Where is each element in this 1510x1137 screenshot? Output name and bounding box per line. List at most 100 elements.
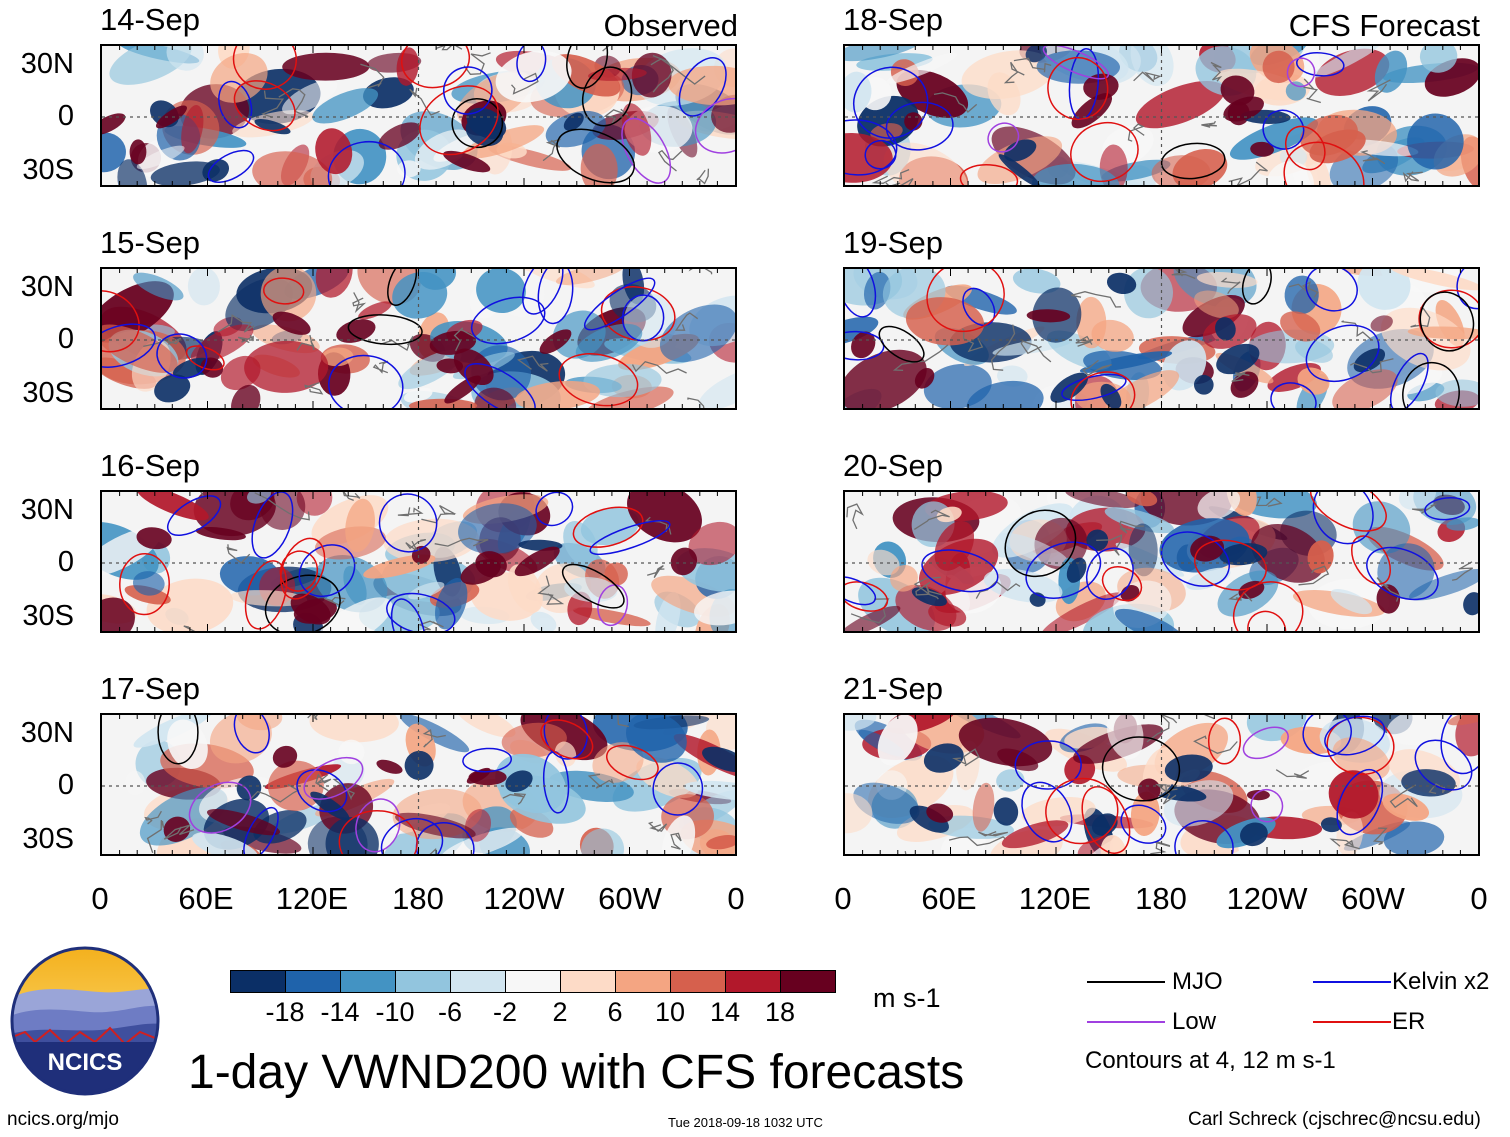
wave-contour <box>845 330 885 361</box>
wave-contour <box>1194 539 1267 591</box>
coastline <box>990 324 1016 371</box>
wave-contour <box>1070 121 1139 183</box>
wave-contour <box>516 46 547 83</box>
coastline <box>952 748 980 767</box>
wind-anomaly-blob <box>694 590 735 626</box>
lon-label-right-180: 180 <box>1135 881 1187 916</box>
wind-anomaly-blob <box>1328 770 1379 819</box>
wind-anomaly-blob <box>1106 715 1144 760</box>
wind-anomaly-blob <box>136 145 185 170</box>
wind-anomaly-blob <box>1332 369 1398 408</box>
map-panel-forecast-4 <box>843 713 1480 856</box>
wave-contour <box>1296 52 1345 77</box>
colorbar-cell <box>505 970 561 993</box>
wind-anomaly-blob <box>150 161 220 185</box>
observed-date-3: 16-Sep <box>100 448 200 483</box>
coastline <box>1329 838 1360 850</box>
footer-credit: Carl Schreck (cjschrec@ncsu.edu) <box>1188 1109 1481 1130</box>
wind-anomaly-blob <box>1251 523 1325 583</box>
wind-anomaly-blob <box>253 810 307 844</box>
wind-anomaly-blob <box>580 507 639 546</box>
wave-contour <box>1456 269 1478 310</box>
coastline <box>436 46 463 51</box>
coastline <box>434 537 489 547</box>
wind-anomaly-blob <box>845 46 923 62</box>
wind-anomaly-core <box>1137 778 1161 802</box>
wind-anomaly-blob <box>1012 269 1061 294</box>
coastline <box>1402 171 1423 183</box>
coastline <box>1288 281 1319 298</box>
lon-label-left-0: 0 <box>91 881 109 916</box>
wave-contour <box>878 325 925 363</box>
wind-anomaly-blob <box>1266 161 1314 185</box>
coastline <box>1075 335 1093 347</box>
coastline <box>1020 340 1052 363</box>
wind-anomaly-core <box>1216 343 1260 375</box>
wind-anomaly-blob <box>631 52 672 98</box>
colorbar-tick-label: -2 <box>492 997 517 1027</box>
coastline <box>652 54 674 93</box>
coastline <box>332 778 356 801</box>
wind-anomaly-blob <box>1393 366 1443 395</box>
wave-contour <box>1174 820 1234 854</box>
wave-contour <box>1270 382 1317 408</box>
wind-anomaly-core <box>1026 309 1071 323</box>
coastline <box>397 507 424 517</box>
wave-contour <box>597 584 629 627</box>
wave-contour <box>119 552 170 616</box>
map-field <box>845 269 1478 408</box>
wave-contour <box>338 810 418 854</box>
wave-contour <box>1309 492 1387 532</box>
wind-anomaly-blob <box>458 503 537 555</box>
wind-anomaly-blob <box>252 151 333 185</box>
wind-anomaly-blob <box>627 492 702 543</box>
coastline <box>1210 61 1223 82</box>
wind-anomaly-core <box>272 745 298 768</box>
lat-label-30s-row2: 30S <box>22 377 74 409</box>
coastline <box>1133 71 1162 83</box>
coastline <box>146 820 165 854</box>
wind-anomaly-blob <box>1041 592 1123 631</box>
wave-contour <box>233 715 270 754</box>
wave-contour <box>1366 546 1439 601</box>
coastline <box>1410 307 1431 328</box>
coastline <box>1376 577 1400 602</box>
wind-anomaly-blob <box>267 760 324 811</box>
wind-anomaly-blob <box>575 323 643 362</box>
footer-url[interactable]: ncics.org/mjo <box>7 1109 119 1130</box>
observed-column-title: Observed <box>603 8 738 43</box>
wind-anomaly-blob <box>934 521 975 571</box>
wind-anomaly-core <box>1250 141 1274 157</box>
coastline <box>226 544 251 564</box>
coastline <box>502 792 527 805</box>
coastline <box>1341 320 1372 341</box>
wind-anomaly-blob <box>621 103 652 156</box>
coastline <box>307 715 318 721</box>
wave-contour <box>1389 352 1429 408</box>
lat-label-30n-row3: 30N <box>20 494 74 526</box>
wind-anomaly-blob <box>983 568 1063 603</box>
wave-contour <box>386 592 456 631</box>
wave-contour <box>535 492 574 527</box>
colorbar-cell <box>780 970 836 993</box>
wave-contour <box>556 128 635 184</box>
observed-date-4: 17-Sep <box>100 671 200 706</box>
wind-anomaly-blob <box>515 380 600 408</box>
wave-contour <box>581 66 633 127</box>
wind-anomaly-core <box>926 803 954 823</box>
wind-anomaly-blob <box>867 549 900 576</box>
wind-anomaly-blob <box>1128 523 1158 577</box>
wind-anomaly-blob <box>400 715 470 753</box>
coastline <box>422 729 446 748</box>
wind-anomaly-blob <box>1409 568 1478 601</box>
wind-anomaly-blob <box>845 715 877 731</box>
coastline <box>603 108 629 125</box>
wind-anomaly-blob <box>435 578 468 630</box>
wind-anomaly-blob <box>507 564 543 613</box>
wind-anomaly-core <box>909 805 949 833</box>
coastline <box>417 620 444 631</box>
wind-anomaly-blob <box>706 835 735 850</box>
wind-anomaly-blob <box>1114 608 1185 631</box>
wind-anomaly-core <box>1215 317 1236 341</box>
wind-anomaly-blob <box>583 363 662 398</box>
